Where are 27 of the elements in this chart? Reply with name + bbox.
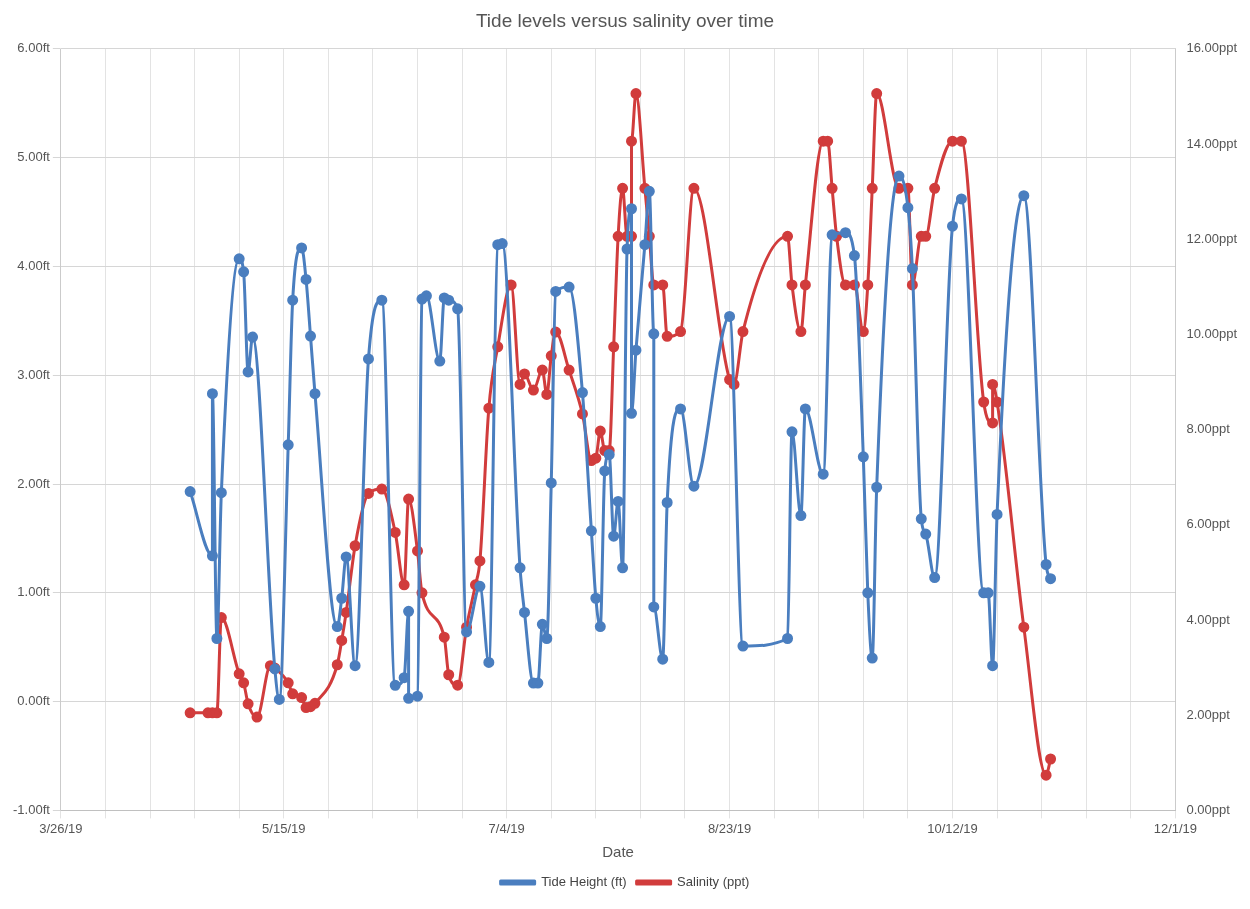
- y2-tick-label: 0.00ppt: [1186, 801, 1231, 817]
- chart-title: Tide levels versus salinity over time: [475, 9, 775, 31]
- y-tick-label: 3.00ft: [17, 366, 51, 382]
- y2-tick-label: 10.00ppt: [1186, 325, 1238, 341]
- y-tick-label: 2.00ft: [17, 475, 51, 491]
- y2-tick-label: 14.00ppt: [1186, 135, 1238, 151]
- y2-tick-label: 4.00ppt: [1186, 611, 1231, 627]
- x-tick-label: 5/15/19: [262, 820, 306, 836]
- y2-tick-label: 16.00ppt: [1186, 40, 1238, 56]
- legend-label: Salinity (ppt): [677, 874, 750, 890]
- y-tick-label: -1.00ft: [13, 801, 51, 817]
- y2-tick-label: 8.00ppt: [1186, 421, 1231, 437]
- y-tick-label: 0.00ft: [17, 693, 51, 709]
- x-tick-label: 7/4/19: [488, 820, 525, 836]
- y2-tick-label: 6.00ppt: [1186, 516, 1231, 532]
- x-tick-label: 10/12/19: [927, 820, 978, 836]
- x-axis-title: Date: [602, 843, 634, 861]
- y2-tick-label: 12.00ppt: [1186, 230, 1238, 246]
- y-tick-label: 4.00ft: [17, 257, 51, 273]
- x-tick-label: 8/23/19: [707, 820, 752, 836]
- y-tick-label: 6.00ft: [17, 40, 51, 56]
- y-tick-label: 1.00ft: [17, 584, 51, 600]
- x-tick-label: 12/1/19: [1153, 820, 1198, 836]
- legend-label: Tide Height (ft): [541, 874, 627, 890]
- y-tick-label: 5.00ft: [17, 149, 51, 165]
- y2-tick-label: 2.00ppt: [1186, 706, 1231, 722]
- x-tick-label: 3/26/19: [39, 820, 83, 836]
